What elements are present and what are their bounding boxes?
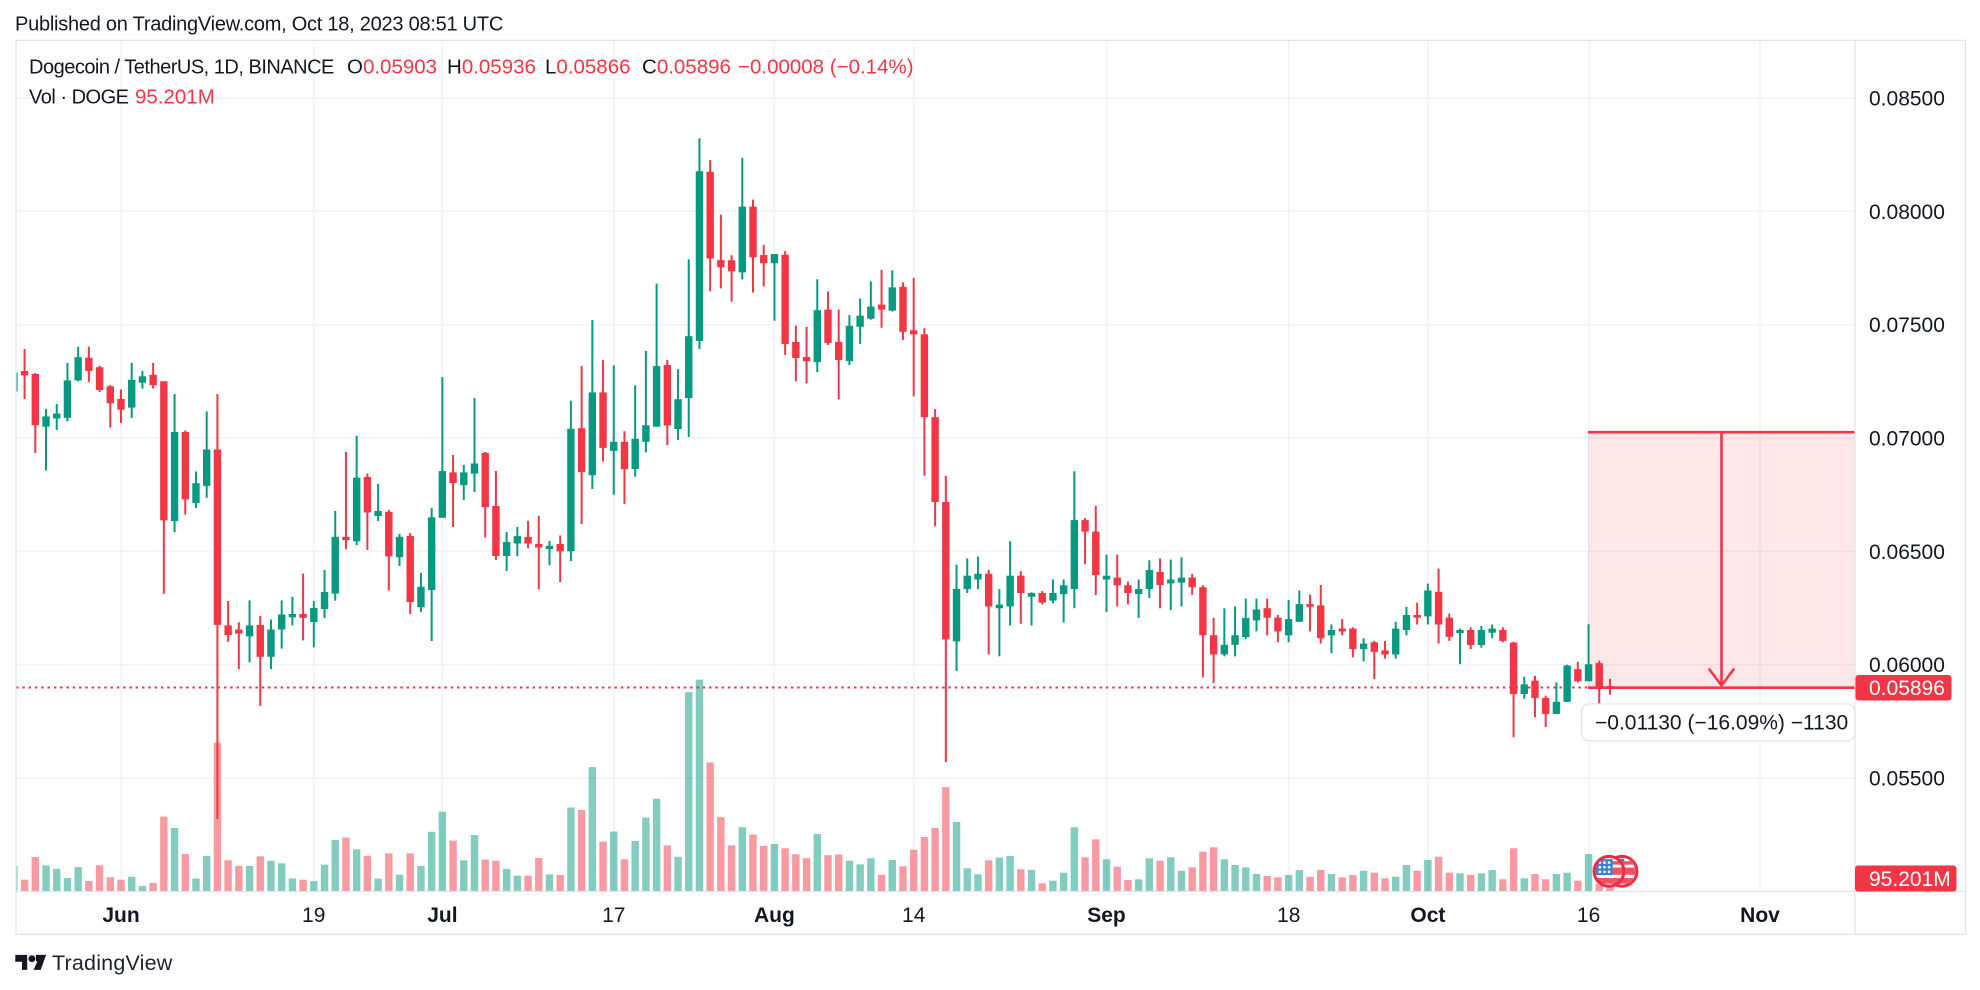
svg-text:TradingView: TradingView: [52, 951, 173, 975]
svg-text:Dogecoin / TetherUS, 1D, BINAN: Dogecoin / TetherUS, 1D, BINANCE: [29, 57, 334, 79]
svg-text:0.08500: 0.08500: [1869, 88, 1945, 111]
svg-text:Jul: Jul: [427, 904, 457, 927]
svg-text:Vol · DOGE: Vol · DOGE: [29, 87, 129, 109]
svg-text:−0.01130 (−16.09%) −1130: −0.01130 (−16.09%) −1130: [1595, 712, 1848, 735]
svg-text:O0.05903: O0.05903: [347, 56, 437, 79]
svg-text:0.05500: 0.05500: [1869, 767, 1945, 790]
svg-text:C0.05896: C0.05896: [642, 56, 731, 79]
svg-text:14: 14: [902, 904, 926, 927]
svg-text:16: 16: [1577, 904, 1600, 927]
svg-text:0.07000: 0.07000: [1869, 428, 1945, 451]
svg-text:18: 18: [1277, 904, 1300, 927]
svg-text:L0.05866: L0.05866: [545, 56, 631, 79]
svg-text:H0.05936: H0.05936: [447, 56, 536, 79]
svg-text:Oct: Oct: [1410, 904, 1445, 927]
svg-text:Jun: Jun: [102, 904, 139, 927]
svg-text:0.08000: 0.08000: [1869, 201, 1945, 224]
svg-text:0.07500: 0.07500: [1869, 314, 1945, 337]
svg-text:0.06000: 0.06000: [1869, 654, 1945, 677]
svg-text:0.06500: 0.06500: [1869, 541, 1945, 564]
svg-text:19: 19: [302, 904, 325, 927]
svg-text:95.201M: 95.201M: [1869, 868, 1951, 891]
svg-text:0.05896: 0.05896: [1869, 677, 1945, 700]
svg-text:Aug: Aug: [754, 904, 795, 927]
svg-text:95.201M: 95.201M: [135, 86, 215, 109]
svg-text:−0.00008 (−0.14%): −0.00008 (−0.14%): [738, 56, 914, 79]
svg-text:Published on TradingView.com,: Published on TradingView.com, Oct 18, 20…: [15, 14, 503, 36]
svg-text:Nov: Nov: [1740, 904, 1780, 927]
svg-text:17: 17: [602, 904, 625, 927]
svg-text:Sep: Sep: [1087, 904, 1126, 927]
